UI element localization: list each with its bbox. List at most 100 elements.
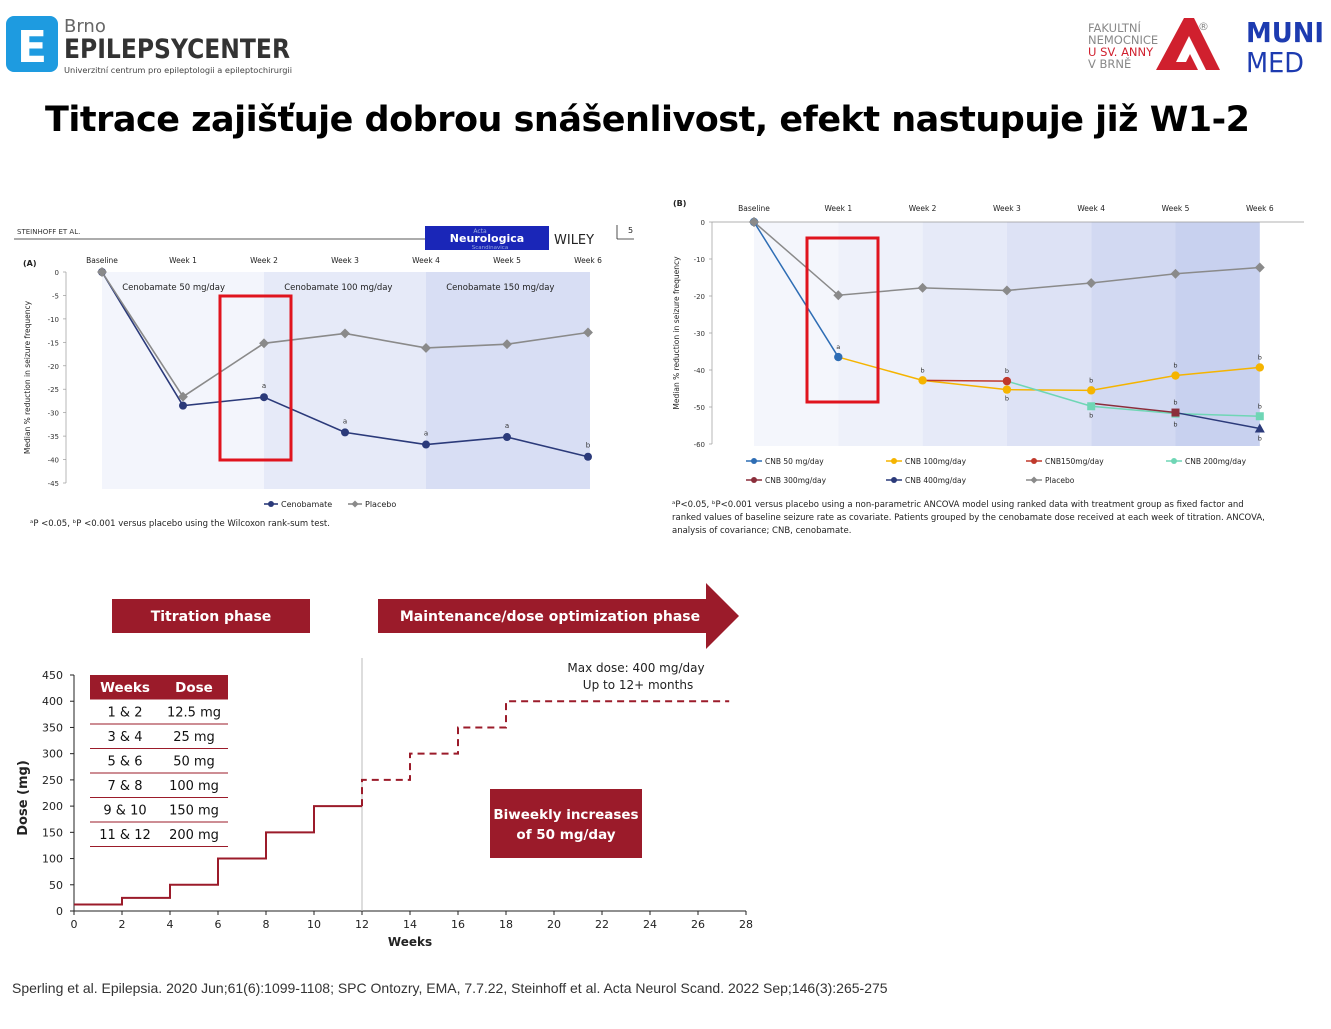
series-line [838,356,1260,392]
biweekly-line-2: of 50 mg/day [516,827,615,843]
y-tick-label: -10 [48,316,59,324]
y-tick-label: 50 [49,879,63,892]
x-tick-label: 26 [691,918,705,931]
y-tick-label: -40 [48,457,59,465]
significance-label: b [1258,434,1262,442]
x-tick-label: 16 [451,918,465,931]
maintenance-step-line [361,700,730,807]
table-cell-dose: 50 mg [173,755,215,770]
phase-shade-2 [264,272,426,489]
significance-label: a [343,417,347,425]
epilepsy-center-logo-graphic: E Brno EPILEPSYCENTER Univerzitní centru… [6,16,292,75]
y-tick-label: -35 [48,433,59,441]
y-tick-label: 300 [42,748,63,761]
x-tick-label: 12 [355,918,369,931]
data-point [749,217,759,227]
significance-label: a [836,343,840,351]
y-tick-label: 350 [42,721,63,734]
muni-text: MUNI [1246,16,1324,49]
phase-label: Cenobamate 50 mg/day [122,283,225,293]
week-shade [838,222,923,446]
table-cell-weeks: 1 & 2 [108,706,143,721]
journal-badge [425,226,549,250]
legend-marker [1171,458,1177,464]
x-category-label: Week 5 [1162,204,1190,213]
hospital-a-icon [1156,18,1220,70]
legend-label: CNB 400mg/day [905,476,967,485]
significance-label: b [1005,395,1009,403]
panel-a-footnote: ᵃP <0.05, ᵇP <0.001 versus placebo using… [30,519,330,529]
data-point [1170,268,1181,279]
table-cell-weeks: 11 & 12 [99,828,151,843]
legend-marker [891,477,897,483]
significance-label: a [505,422,509,430]
y-tick-label: 150 [42,826,63,839]
x-axis-label: Weeks [388,935,432,949]
x-category-label: Baseline [738,204,770,213]
y-tick-label: -50 [694,404,705,412]
biweekly-box [490,789,642,858]
data-point [1255,412,1264,421]
table-cell-dose: 150 mg [169,804,219,819]
logo-subtitle: Univerzitní centrum pro epileptologii a … [64,66,292,75]
x-tick-label: 2 [119,918,126,931]
x-tick-label: 20 [547,918,561,931]
dose-table: Weeks Dose 1 & 2 12.5 mg 3 & 4 25 mg 5 & 6 50 m… [90,675,228,847]
x-category-label: Week 6 [574,256,602,265]
data-point [1087,402,1096,411]
logo-letter: E [17,22,47,73]
data-point [1171,371,1180,380]
table-cell-dose: 100 mg [169,779,219,794]
significance-label: b [586,442,591,450]
hospital-logo: FAKULTNÍ NEMOCNICE U SV. ANNY V BRNĚ ® [1086,14,1226,76]
y-tick-label: 0 [56,905,63,918]
table-header-bg [90,675,228,700]
series-line [1175,411,1260,430]
logo-e-badge [6,16,58,72]
table-cell-dose: 12.5 mg [167,706,221,721]
y-tick-label: 450 [42,669,63,682]
table-header-weeks: Weeks [100,680,150,696]
y-tick-label: -5 [52,292,59,300]
significance-label: b [1258,353,1262,361]
y-axis-label: Median % reduction in seizure frequency [23,300,32,454]
highlight-box [805,236,880,404]
table-cell-dose: 25 mg [173,730,215,745]
panel-b: (B) 0 -10 -20 -30 -40 -50 -60 Median % reductio… [668,195,1318,540]
legend-marker [751,458,757,464]
legend-marker [891,458,897,464]
data-point [1001,285,1012,296]
data-point [1002,376,1012,386]
logo-name: EPILEPSYCENTER [64,34,290,65]
y-tick-label: 200 [42,800,63,813]
x-category-label: Week 1 [169,256,197,265]
publisher: WILEY [554,233,594,248]
hospital-line-1: FAKULTNÍ [1088,20,1142,35]
table-cell-weeks: 5 & 6 [108,755,143,770]
legend-label: Cenobamate [281,500,332,509]
y-tick-label: -10 [694,256,705,264]
legend-marker [1030,476,1038,484]
significance-label: b [921,366,925,374]
y-tick-label: 400 [42,695,63,708]
significance-label: a [262,382,266,390]
data-point [834,352,843,362]
data-point [918,376,927,385]
x-category-label: Week 5 [493,256,521,265]
med-text: MED [1246,46,1304,76]
y-tick-label: 0 [701,219,705,227]
journal-sub: Scandinavica [472,245,508,251]
dose-chart: Titration phase Maintenance/dose optimiz… [16,583,753,949]
y-axis-label: Median % reduction in seizure frequency [672,256,681,410]
titration-phase-banner [112,599,310,633]
journal-name: Neurologica [450,232,524,245]
titration-phase-label: Titration phase [151,609,272,625]
y-tick-label: -25 [48,386,59,394]
max-dose-line-2: Up to 12+ months [583,678,693,692]
week-shade [1006,222,1092,446]
muni-med-logo-graphic: MUNI MED [1246,16,1324,79]
x-tick-label: 4 [167,918,174,931]
panel-b-label: (B) [673,199,686,208]
x-tick-label: 8 [263,918,270,931]
week-shade [922,222,1007,446]
